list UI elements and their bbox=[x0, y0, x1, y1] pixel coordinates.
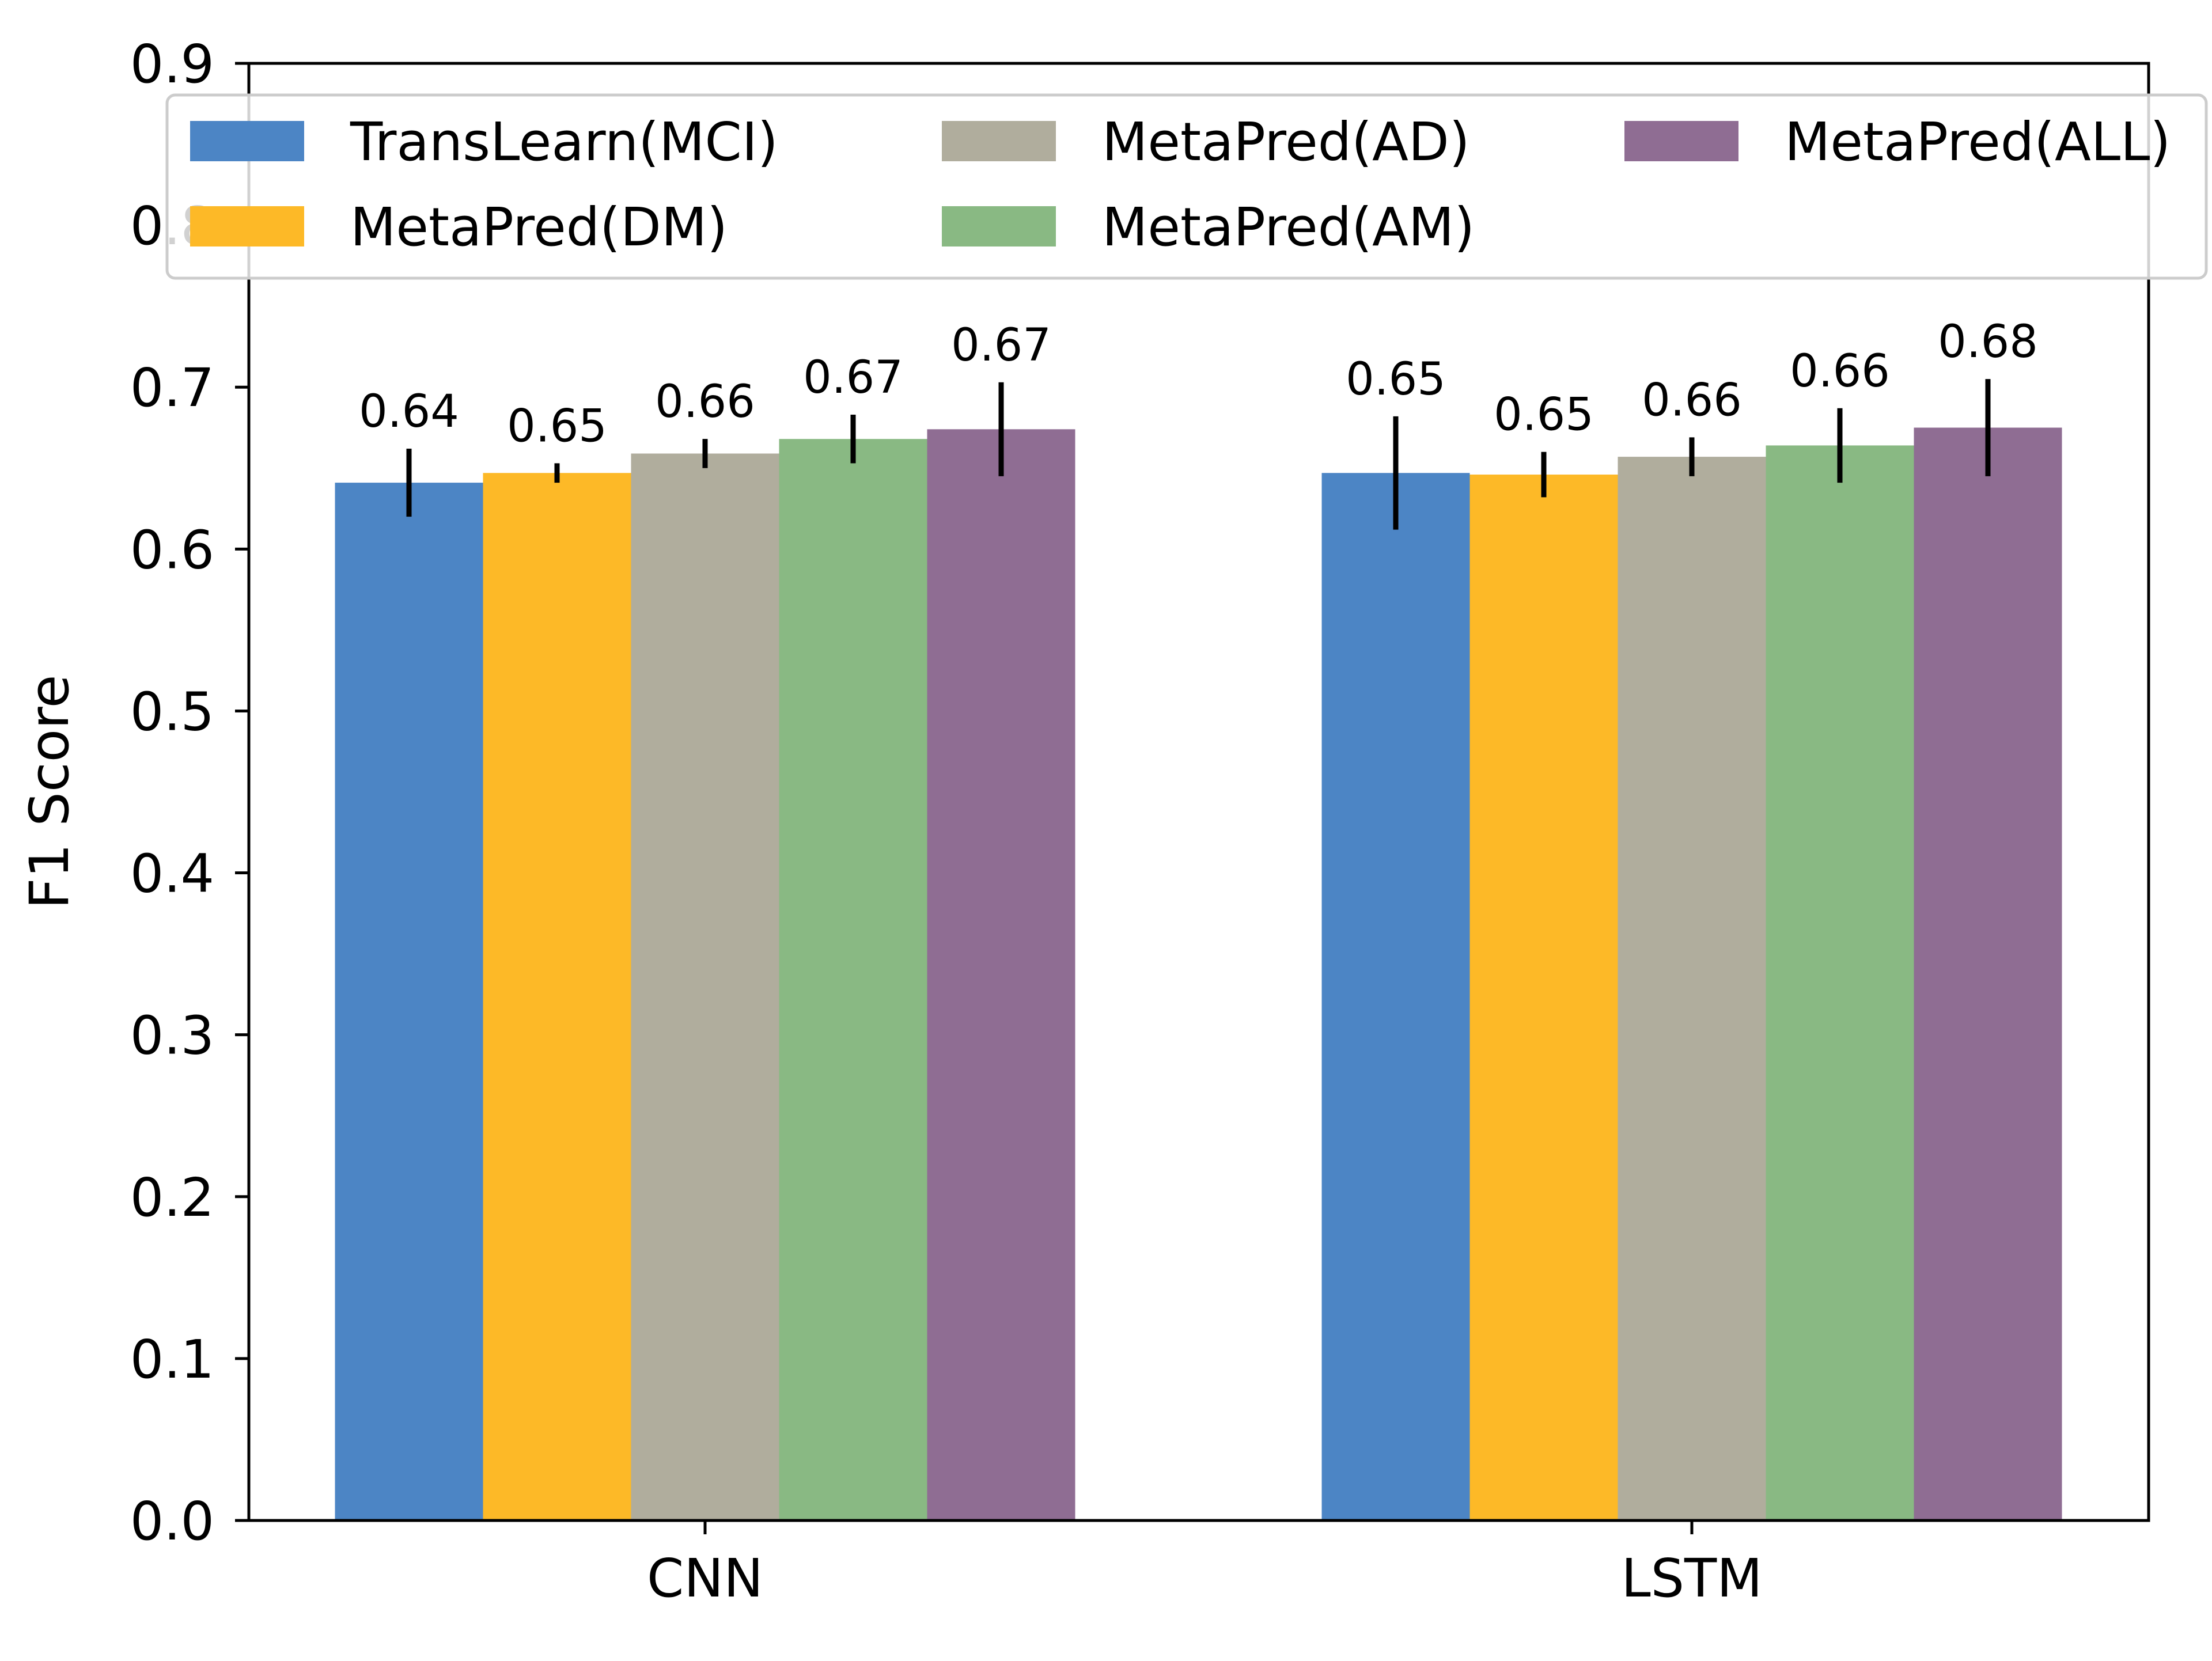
bar bbox=[1618, 457, 1766, 1520]
bar bbox=[631, 453, 779, 1520]
value-label: 0.64 bbox=[359, 386, 459, 438]
legend-label: MetaPred(DM) bbox=[350, 196, 728, 258]
y-tick-label: 0.7 bbox=[130, 357, 214, 419]
legend: TransLearn(MCI) MetaPred(DM) MetaPred(AD) M… bbox=[165, 93, 2208, 280]
y-tick-label: 0.2 bbox=[130, 1167, 214, 1228]
bar bbox=[1321, 473, 1470, 1520]
bar bbox=[927, 429, 1075, 1521]
value-label: 0.65 bbox=[1494, 389, 1594, 441]
y-tick-label: 0.4 bbox=[130, 843, 214, 905]
y-tick-label: 0.9 bbox=[130, 33, 214, 95]
bar bbox=[335, 483, 483, 1520]
plot-frame bbox=[247, 62, 2150, 1522]
y-axis-label: F1 Score bbox=[18, 674, 81, 909]
value-labels-layer: 0.64 0.65 0.65 0.65 0.66 0.66 0.67 0.66 0.67 0.68 bbox=[359, 316, 2038, 452]
value-label: 0.67 bbox=[803, 352, 903, 404]
legend-swatch bbox=[942, 121, 1056, 161]
value-label: 0.65 bbox=[507, 400, 607, 452]
y-tick-label: 0.5 bbox=[130, 681, 214, 742]
value-label: 0.66 bbox=[655, 376, 755, 428]
bar bbox=[1766, 445, 1914, 1520]
bar bbox=[483, 473, 631, 1520]
legend-label: TransLearn(MCI) bbox=[350, 111, 778, 173]
value-label: 0.67 bbox=[951, 320, 1051, 371]
y-tick-label: 0.1 bbox=[130, 1329, 214, 1390]
x-tick-label: CNN bbox=[647, 1548, 763, 1609]
legend-swatch bbox=[942, 206, 1056, 247]
y-tick-label: 0.6 bbox=[130, 519, 214, 581]
legend-label: MetaPred(AD) bbox=[1102, 111, 1470, 173]
bar bbox=[1469, 475, 1618, 1520]
legend-swatch bbox=[190, 121, 304, 161]
value-label: 0.68 bbox=[1938, 316, 2038, 368]
bar bbox=[1914, 427, 2062, 1520]
y-tick-label: 0.3 bbox=[130, 1005, 214, 1067]
y-tick-label: 0.0 bbox=[130, 1491, 214, 1552]
legend-swatch bbox=[1624, 121, 1738, 161]
legend-label: MetaPred(ALL) bbox=[1785, 111, 2171, 173]
x-tick-label: LSTM bbox=[1621, 1548, 1762, 1609]
legend-label: MetaPred(AM) bbox=[1102, 196, 1475, 258]
bar bbox=[779, 439, 927, 1521]
value-label: 0.66 bbox=[1642, 374, 1742, 426]
legend-swatch bbox=[190, 206, 304, 247]
bars-layer bbox=[335, 427, 2062, 1521]
error-bars-layer bbox=[406, 379, 1991, 530]
value-label: 0.65 bbox=[1346, 354, 1446, 405]
value-label: 0.66 bbox=[1790, 346, 1890, 397]
